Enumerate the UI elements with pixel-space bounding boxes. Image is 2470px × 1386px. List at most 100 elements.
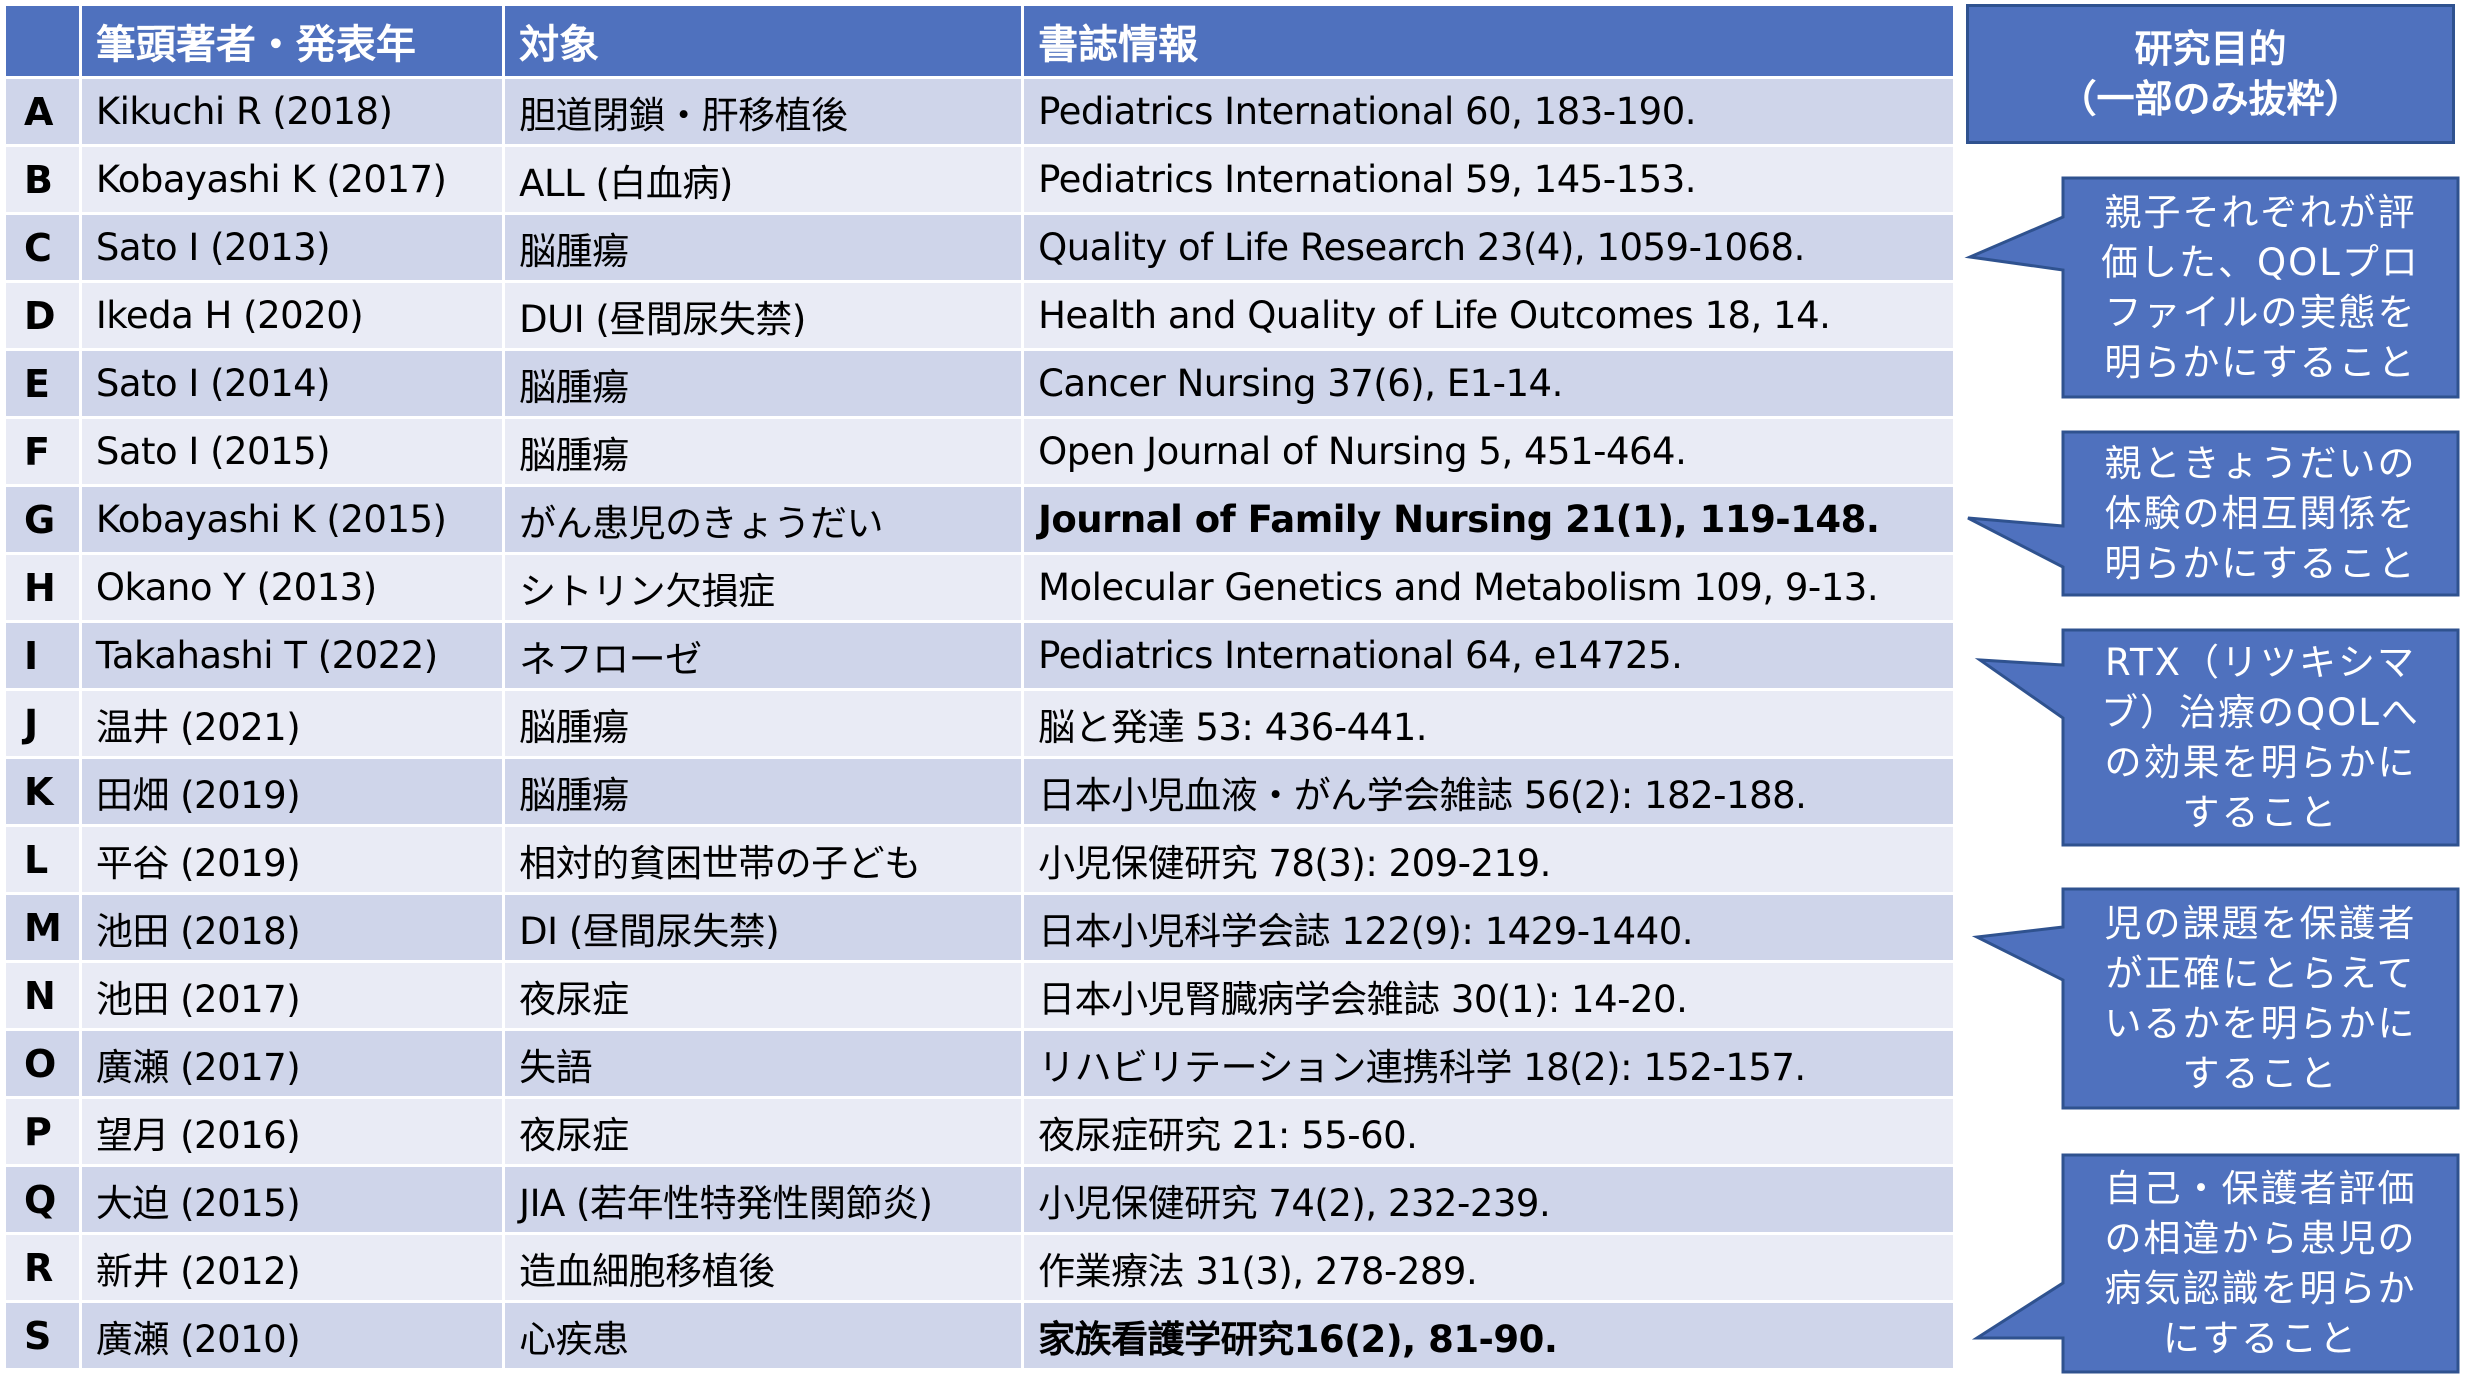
row-key: A — [6, 79, 79, 144]
callout-line: ファイルの実態を — [2104, 291, 2417, 334]
table-row: D Ikeda H (2020) DUI (昼間尿失禁) Health and Qua… — [6, 283, 1953, 348]
table-row: R 新井 (2012) 造血細胞移植後 作業療法 31(3), 278-289. — [6, 1235, 1953, 1300]
author-year-cell: Okano Y (2013) — [81, 555, 503, 620]
subject-cell: 胆道閉鎖・肝移植後 — [505, 79, 1022, 144]
subject-cell: 脳腫瘍 — [505, 759, 1022, 824]
row-key: P — [6, 1099, 79, 1164]
table-row: S 廣瀬 (2010) 心疾患 家族看護学研究16(2), 81-90. — [6, 1303, 1953, 1368]
table-header-row: 筆頭著者・発表年 対象 書誌情報 — [6, 6, 1953, 76]
subject-cell: 心疾患 — [505, 1303, 1022, 1368]
author-year-cell: 廣瀬 (2010) — [81, 1303, 503, 1368]
subject-cell: がん患児のきょうだい — [505, 487, 1022, 552]
author-year-cell: Sato I (2014) — [81, 351, 503, 416]
citation-cell: 日本小児血液・がん学会雑誌 56(2): 182-188. — [1024, 759, 1953, 824]
row-key: M — [6, 895, 79, 960]
citation-cell: 日本小児腎臓病学会雑誌 30(1): 14-20. — [1024, 963, 1953, 1028]
callout-row-m: 児の課題を保護者 が正確にとらえて いるかを明らかに すること — [1971, 887, 2460, 1111]
author-year-cell: Takahashi T (2022) — [81, 623, 503, 688]
subject-cell: 脳腫瘍 — [505, 215, 1022, 280]
callout-line: の効果を明らかに — [2104, 741, 2417, 784]
author-year-cell: Kobayashi K (2017) — [81, 147, 503, 212]
subject-cell: 脳腫瘍 — [505, 691, 1022, 756]
callout-line: 親ときょうだいの — [2104, 442, 2417, 485]
callout-line: 病気認識を明らか — [2104, 1267, 2417, 1310]
table-row: O 廣瀬 (2017) 失語 リハビリテーション連携科学 18(2): 152-157… — [6, 1031, 1953, 1096]
callout-line: 親子それぞれが評 — [2104, 191, 2417, 234]
row-key: H — [6, 555, 79, 620]
table-row: K 田畑 (2019) 脳腫瘍 日本小児血液・がん学会雑誌 56(2): 182-18… — [6, 759, 1953, 824]
callout-line: 自己・保護者評価 — [2104, 1167, 2417, 1210]
author-year-cell: 温井 (2021) — [81, 691, 503, 756]
subject-cell: ネフローゼ — [505, 623, 1022, 688]
subject-cell: ALL (白血病) — [505, 147, 1022, 212]
citation-cell: Molecular Genetics and Metabolism 109, 9… — [1024, 555, 1953, 620]
callout-line: ブ）治療のQOLへ — [2101, 691, 2420, 734]
row-key: O — [6, 1031, 79, 1096]
author-year-cell: 望月 (2016) — [81, 1099, 503, 1164]
row-key: F — [6, 419, 79, 484]
author-year-cell: Kikuchi R (2018) — [81, 79, 503, 144]
callout-row-s: 自己・保護者評価 の相違から患児の 病気認識を明らか にすること — [1971, 1153, 2460, 1375]
table-row: J 温井 (2021) 脳腫瘍 脳と発達 53: 436-441. — [6, 691, 1953, 756]
author-year-cell: 池田 (2017) — [81, 963, 503, 1028]
table-row: E Sato I (2014) 脳腫瘍 Cancer Nursing 37(6), E… — [6, 351, 1953, 416]
speech-bubble-shape — [1971, 1153, 2460, 1374]
row-key: G — [6, 487, 79, 552]
author-year-cell: 平谷 (2019) — [81, 827, 503, 892]
row-key: J — [6, 691, 79, 756]
subject-cell: 相対的貧困世帯の子ども — [505, 827, 1022, 892]
citation-cell: 日本小児科学会誌 122(9): 1429-1440. — [1024, 895, 1953, 960]
author-year-cell: Kobayashi K (2015) — [81, 487, 503, 552]
callout-line: 体験の相互関係を — [2104, 492, 2417, 535]
callout-line: 明らかにすること — [2104, 542, 2417, 585]
subject-cell: シトリン欠損症 — [505, 555, 1022, 620]
table-row: L 平谷 (2019) 相対的貧困世帯の子ども 小児保健研究 78(3): 209-2… — [6, 827, 1953, 892]
subject-cell: 失語 — [505, 1031, 1022, 1096]
row-key: B — [6, 147, 79, 212]
header-author-year: 筆頭著者・発表年 — [81, 6, 503, 76]
table-row: A Kikuchi R (2018) 胆道閉鎖・肝移植後 Pediatrics Int… — [6, 79, 1953, 144]
author-year-cell: Sato I (2013) — [81, 215, 503, 280]
speech-bubble-shape — [1971, 887, 2460, 1110]
header-key — [6, 6, 79, 76]
citation-cell: Pediatrics International 60, 183-190. — [1024, 79, 1953, 144]
table-row: P 望月 (2016) 夜尿症 夜尿症研究 21: 55-60. — [6, 1099, 1953, 1164]
row-key: R — [6, 1235, 79, 1300]
citation-cell: Health and Quality of Life Outcomes 18, … — [1024, 283, 1953, 348]
table-row: F Sato I (2015) 脳腫瘍 Open Journal of Nursing… — [6, 419, 1953, 484]
row-key: C — [6, 215, 79, 280]
subject-cell: 造血細胞移植後 — [505, 1235, 1022, 1300]
purpose-header-subtitle: （一部のみ抜粋） — [2058, 77, 2363, 121]
callout-line: の相違から患児の — [2104, 1217, 2417, 1260]
subject-cell: 脳腫瘍 — [505, 351, 1022, 416]
speech-bubble-shape — [1964, 176, 2460, 399]
subject-cell: 夜尿症 — [505, 1099, 1022, 1164]
row-key: E — [6, 351, 79, 416]
table-row: B Kobayashi K (2017) ALL (白血病) Pediatrics I… — [6, 147, 1953, 212]
table-row: I Takahashi T (2022) ネフローゼ Pediatrics Inter… — [6, 623, 1953, 688]
author-year-cell: 新井 (2012) — [81, 1235, 503, 1300]
author-year-cell: 大迫 (2015) — [81, 1167, 503, 1232]
literature-table: 筆頭著者・発表年 対象 書誌情報 A Kikuchi R (2018) 胆道閉鎖・肝… — [3, 3, 1956, 1371]
table-row: N 池田 (2017) 夜尿症 日本小児腎臓病学会雑誌 30(1): 14-20. — [6, 963, 1953, 1028]
header-subject: 対象 — [505, 6, 1022, 76]
author-year-cell: Ikeda H (2020) — [81, 283, 503, 348]
citation-cell: 家族看護学研究16(2), 81-90. — [1024, 1303, 1953, 1368]
author-year-cell: 廣瀬 (2017) — [81, 1031, 503, 1096]
callout-row-i: RTX（リツキシマ ブ）治療のQOLへ の効果を明らかに すること — [1974, 628, 2460, 848]
speech-bubble-shape — [1974, 628, 2460, 847]
table-row: G Kobayashi K (2015) がん患児のきょうだい Journal of … — [6, 487, 1953, 552]
row-key: K — [6, 759, 79, 824]
citation-cell: Journal of Family Nursing 21(1), 119-148… — [1024, 487, 1953, 552]
header-citation: 書誌情報 — [1024, 6, 1953, 76]
citation-cell: リハビリテーション連携科学 18(2): 152-157. — [1024, 1031, 1953, 1096]
speech-bubble-shape — [1967, 430, 2460, 597]
callout-line: 価した、QOLプロ — [2101, 241, 2420, 284]
callout-line: すること — [2182, 1052, 2339, 1095]
callout-line: にすること — [2162, 1317, 2359, 1360]
callout-row-c: 親子それぞれが評 価した、QOLプロ ファイルの実態を 明らかにすること — [1964, 176, 2460, 400]
table-row: M 池田 (2018) DI (昼間尿失禁) 日本小児科学会誌 122(9): 142… — [6, 895, 1953, 960]
callout-line: 児の課題を保護者 — [2104, 902, 2417, 945]
table-row: Q 大迫 (2015) JIA (若年性特発性関節炎) 小児保健研究 74(2), 2… — [6, 1167, 1953, 1232]
row-key: N — [6, 963, 79, 1028]
